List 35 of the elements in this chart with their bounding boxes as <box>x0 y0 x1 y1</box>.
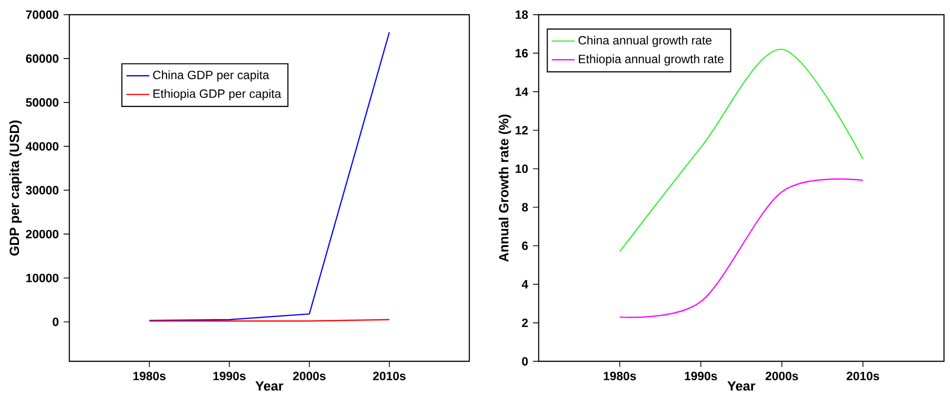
x-tick-label: 2000s <box>293 372 326 380</box>
y-tick-label: 50000 <box>26 98 58 107</box>
x-axis-title: Year <box>255 381 284 391</box>
x-tick-label: 2000s <box>766 372 798 380</box>
x-tick-label: 1990s <box>213 372 246 380</box>
y-tick-label: 0 <box>522 357 528 366</box>
y-tick-label: 4 <box>522 280 528 288</box>
y-tick-label: 2 <box>522 318 528 328</box>
y-tick-label: 10 <box>516 164 528 173</box>
y-tick-label: 20000 <box>26 230 58 238</box>
x-tick-label: 1980s <box>604 372 636 380</box>
x-tick-label: 2010s <box>846 372 880 380</box>
line-series <box>148 32 390 322</box>
y-tick-label: 8 <box>522 203 528 212</box>
y-tick-label: 40000 <box>26 142 58 151</box>
y-tick-label: 70000 <box>26 10 58 19</box>
legend-label: China annual growth rate <box>578 36 712 47</box>
y-axis-title: GDP per capita (USD) <box>9 120 22 256</box>
legend-label: Ethiopia annual growth rate <box>578 54 724 66</box>
y-tick-label: 0 <box>52 318 58 326</box>
x-tick-label: 2010s <box>373 372 406 380</box>
x-tick-label: 1990s <box>684 372 717 380</box>
y-tick-label: 12 <box>516 126 528 134</box>
legend-label: China GDP per capita <box>153 70 270 82</box>
legend-label: Ethiopia GDP per capita <box>153 89 282 100</box>
y-tick-label: 6 <box>522 242 528 250</box>
y-tick-label: 60000 <box>26 54 58 63</box>
y-axis-title: Annual Growth rate (%) <box>498 114 512 262</box>
y-tick-label: 14 <box>516 88 528 96</box>
y-tick-label: 30000 <box>26 186 58 194</box>
x-axis-title: Year <box>727 381 756 391</box>
y-tick-label: 18 <box>516 10 528 19</box>
y-tick-label: 10000 <box>26 274 58 282</box>
y-tick-label: 16 <box>516 48 528 58</box>
x-tick-label: 1980s <box>133 372 166 380</box>
